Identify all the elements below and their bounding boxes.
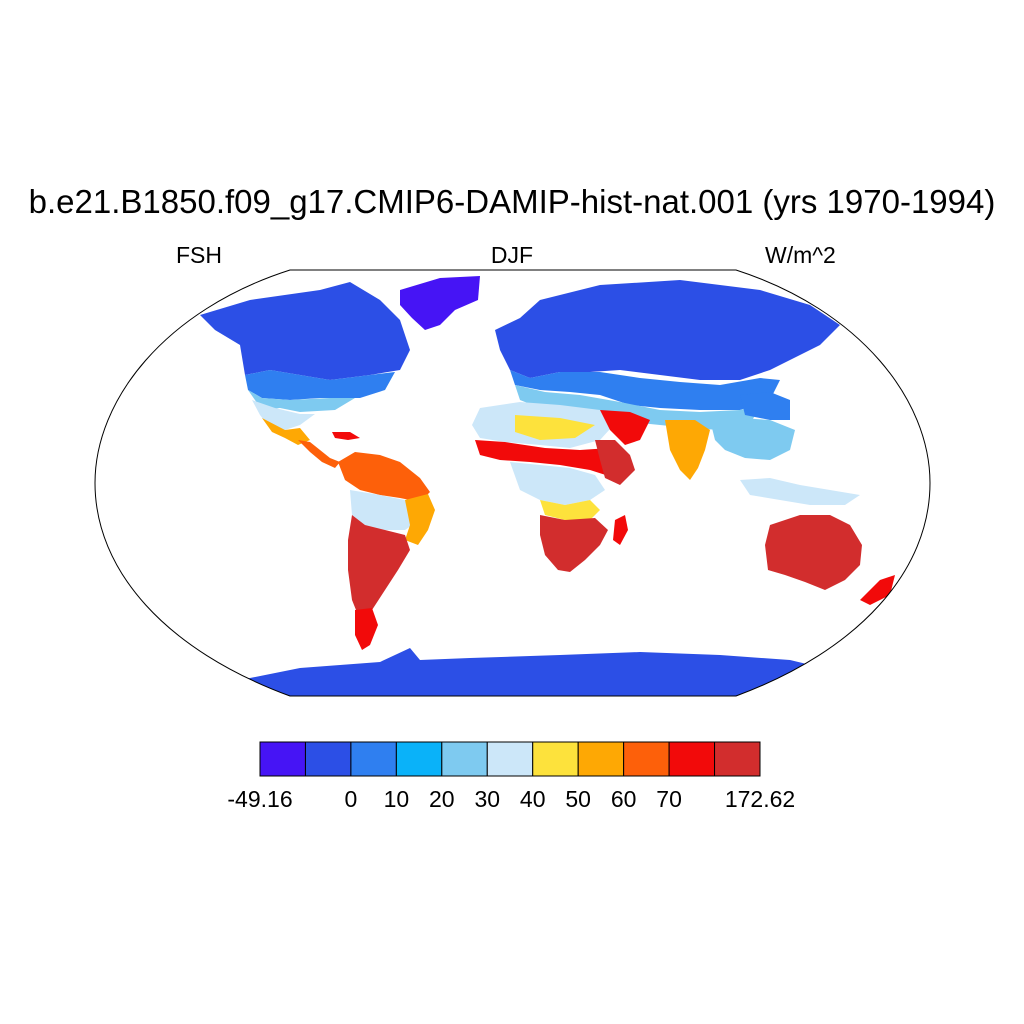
colorbar-tick-label: 60: [610, 786, 637, 812]
south-america-north: [338, 452, 430, 502]
colorbar: [259, 741, 761, 777]
variable-label: FSH: [176, 242, 222, 268]
units-label: W/m^2: [765, 242, 836, 268]
sahel: [475, 440, 625, 478]
sahara-central: [515, 415, 595, 440]
colorbar-swatch: [623, 741, 670, 777]
colorbar-tick-label: 0: [344, 786, 358, 812]
patagonia: [355, 608, 378, 650]
eurasia-mid: [510, 370, 780, 410]
figure-title: b.e21.B1850.f09_g17.CMIP6-DAMIP-hist-nat…: [28, 183, 996, 220]
season-label: DJF: [490, 242, 534, 268]
colorbar-swatch: [714, 741, 761, 777]
north-america-south: [248, 390, 355, 412]
china-east: [740, 392, 790, 420]
southern-africa: [540, 515, 608, 572]
east-africa: [540, 500, 600, 520]
colorbar-tick-label: 172.62: [724, 786, 796, 812]
land-fill: [120, 276, 900, 696]
north-america-mid: [245, 370, 395, 400]
colorbar-swatch: [486, 741, 534, 777]
colorbar-swatch: [304, 741, 352, 777]
australia: [765, 515, 862, 590]
new-zealand: [860, 575, 895, 605]
mexico: [262, 418, 310, 445]
map-border: [94, 269, 931, 697]
indonesia: [740, 478, 860, 505]
colorbar-tick-label: 50: [565, 786, 591, 812]
central-africa: [510, 462, 605, 505]
brazil-east: [405, 494, 435, 545]
colorbar-swatch: [577, 741, 625, 777]
horn-of-africa: [595, 440, 635, 485]
colorbar-swatch: [441, 741, 488, 777]
colorbar-tick-label: 40: [519, 786, 546, 812]
colorbar-swatch: [259, 741, 306, 777]
eurasia-north: [495, 280, 840, 380]
colorbar-swatch: [395, 741, 443, 777]
greenland: [400, 276, 480, 330]
colorbar-swatch: [350, 741, 397, 777]
colorbar-tick-label: 70: [656, 786, 682, 812]
mediterranean-asia: [515, 385, 760, 430]
south-america-south: [348, 515, 410, 620]
north-america-north: [200, 282, 410, 380]
madagascar: [613, 515, 628, 545]
colorbar-tick-label: 20: [429, 786, 455, 812]
colorbar-tick-label: -49.16: [227, 786, 293, 812]
arabia: [600, 410, 650, 445]
india: [665, 420, 710, 480]
colorbar-tick-label: 10: [383, 786, 410, 812]
colorbar-tick-label: 30: [474, 786, 501, 812]
caribbean: [332, 432, 360, 440]
antarctica: [120, 648, 900, 696]
colorbar-swatch: [668, 741, 716, 777]
central-america: [298, 440, 340, 468]
colorbar-swatch: [532, 741, 579, 777]
southeast-asia: [710, 418, 795, 460]
